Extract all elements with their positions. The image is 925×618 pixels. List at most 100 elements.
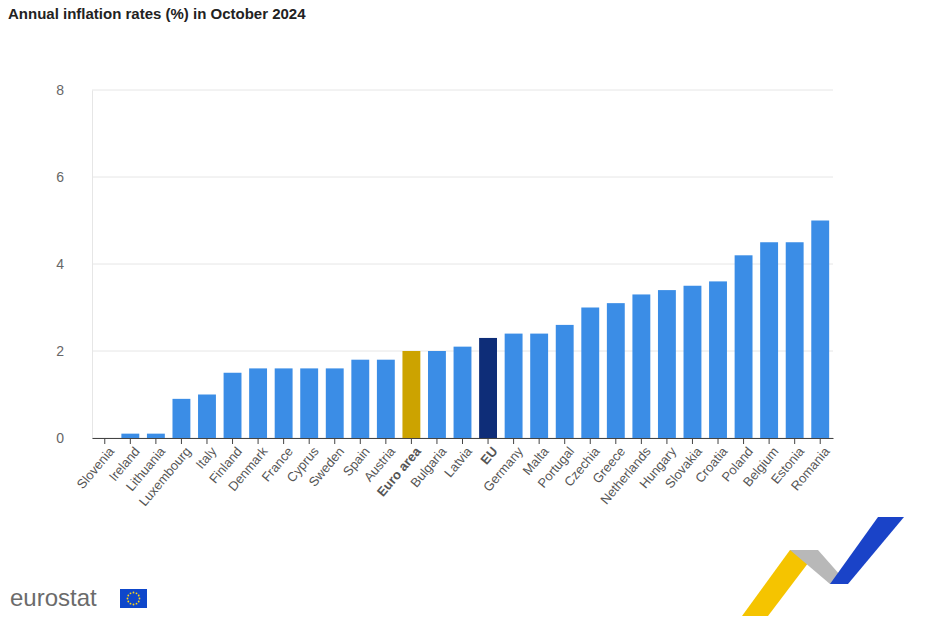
x-tick: Luxembourg (136, 438, 194, 509)
bar (121, 434, 139, 438)
y-tick: 8 (56, 82, 92, 98)
x-tick-mark (590, 438, 591, 444)
x-tick-mark (181, 438, 182, 444)
y-axis: 0 2 4 6 8 (56, 82, 92, 446)
flag-star (127, 601, 129, 603)
bar (275, 368, 293, 438)
y-axis-line (92, 91, 93, 439)
chart-container: Annual inflation rates (%) in October 20… (0, 0, 925, 618)
bar (402, 351, 420, 438)
y-tick-label: 2 (56, 343, 64, 359)
bar (581, 308, 599, 439)
x-tick-mark (334, 438, 335, 444)
x-tick-mark (488, 438, 489, 444)
x-tick-mark (743, 438, 744, 444)
flag-star (127, 598, 129, 600)
bar (198, 395, 216, 439)
bar (96, 438, 114, 439)
bars (121, 221, 829, 439)
y-tick: 4 (56, 256, 92, 272)
bar (479, 338, 497, 438)
x-tick-mark (820, 438, 821, 444)
x-tick-mark (283, 438, 284, 444)
x-tick-mark (462, 438, 463, 444)
flag-star (139, 598, 141, 600)
x-tick: Romania (788, 438, 833, 493)
bar (505, 334, 523, 438)
x-tick-mark (206, 438, 207, 444)
x-tick: Slovenia (74, 438, 118, 492)
x-tick-mark (258, 438, 259, 444)
x-tick: Latvia (441, 438, 475, 480)
x-tick-mark (564, 438, 565, 444)
x-tick: EU (477, 438, 500, 467)
x-tick-mark (309, 438, 310, 444)
flag-star (130, 603, 132, 605)
flag-star (133, 592, 135, 594)
bar (326, 368, 344, 438)
y-tick: 0 (56, 430, 92, 446)
bar (709, 281, 727, 438)
x-tick-mark (666, 438, 667, 444)
ribbon-logo (742, 517, 904, 616)
x-tick-mark (130, 438, 131, 444)
source-logo-text: eurostat (10, 584, 97, 611)
bar (684, 286, 702, 438)
y-tick-label: 0 (56, 430, 64, 446)
grid-line (92, 90, 833, 91)
flag-star (138, 595, 140, 597)
x-axis: SloveniaIrelandLithuaniaLuxembourgItalyF… (74, 438, 834, 509)
x-tick: Slovakia (662, 438, 706, 491)
flag-star (130, 592, 132, 594)
x-tick-mark (436, 438, 437, 444)
bar (658, 290, 676, 438)
bar (428, 351, 446, 438)
x-tick: Germany (480, 438, 526, 494)
ribbon-blue (830, 517, 904, 584)
flag-star (133, 604, 135, 606)
x-tick-mark (539, 438, 540, 444)
bar (351, 360, 369, 438)
x-tick-mark (641, 438, 642, 444)
x-tick-mark (155, 438, 156, 444)
x-tick-mark (411, 438, 412, 444)
chart-svg: Annual inflation rates (%) in October 20… (0, 0, 925, 618)
x-tick-mark (692, 438, 693, 444)
flag-star (127, 595, 129, 597)
x-tick: Sweden (305, 438, 347, 490)
x-tick-label: Romania (788, 443, 833, 493)
bar (454, 347, 472, 438)
y-tick-label: 4 (56, 256, 64, 272)
bar (377, 360, 395, 438)
grid-line (92, 177, 833, 178)
bar (530, 334, 548, 438)
chart-title: Annual inflation rates (%) in October 20… (8, 5, 306, 22)
x-tick-mark (513, 438, 514, 444)
x-tick-mark (385, 438, 386, 444)
bar (556, 325, 574, 438)
bar (760, 242, 778, 438)
x-tick-mark (232, 438, 233, 444)
y-tick: 6 (56, 169, 92, 185)
bar (147, 434, 165, 438)
y-tick-label: 6 (56, 169, 64, 185)
x-tick: Denmark (225, 438, 271, 494)
grid-line (92, 264, 833, 265)
bar (632, 294, 650, 438)
grid (92, 90, 833, 438)
bar (786, 242, 804, 438)
bar (811, 221, 829, 439)
bar (224, 373, 242, 438)
x-tick-label: Luxembourg (136, 444, 194, 509)
x-tick-label: Latvia (441, 443, 475, 480)
y-tick: 2 (56, 343, 92, 359)
flag-star (136, 592, 138, 594)
bar (607, 303, 625, 438)
eu-flag (120, 589, 147, 608)
flag-star (138, 601, 140, 603)
bar (735, 255, 753, 438)
x-tick-mark (769, 438, 770, 444)
x-tick: Bulgaria (407, 438, 450, 490)
flag-field (120, 589, 147, 608)
flag-star (136, 603, 138, 605)
